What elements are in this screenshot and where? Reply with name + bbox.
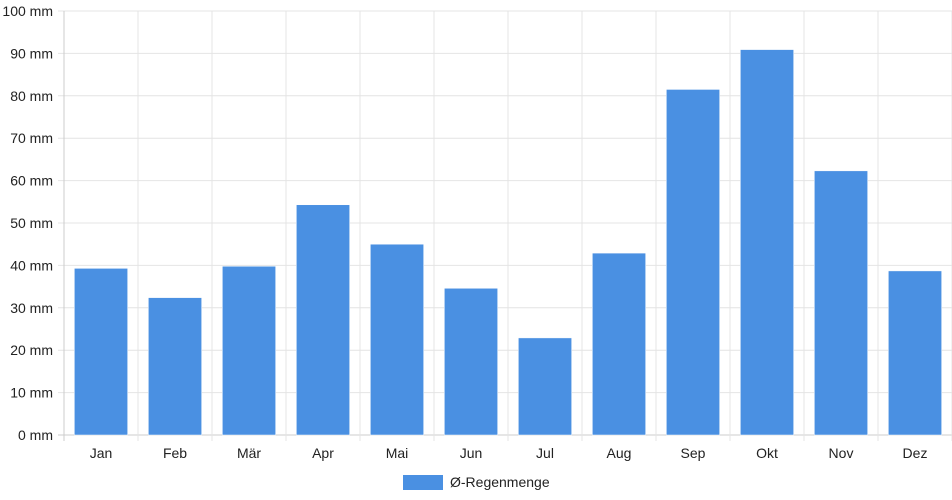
grid: [58, 10, 952, 441]
bars: [74, 49, 942, 436]
y-tick-label: 40 mm: [10, 257, 53, 273]
y-tick-label: 70 mm: [10, 130, 53, 146]
y-tick-label: 90 mm: [10, 45, 53, 61]
x-tick-label: Jun: [460, 445, 483, 461]
legend-swatch: [403, 475, 443, 490]
bar-Okt: [740, 49, 794, 436]
bar-Apr: [296, 204, 350, 436]
bar-Mär: [222, 265, 276, 436]
x-tick-label: Mai: [386, 445, 409, 461]
axes: 0 mm 10 mm 20 mm 30 mm 40 mm 50 mm 60 mm 70 mm 8…: [2, 3, 927, 461]
x-tick-label: Sep: [681, 445, 706, 461]
x-tick-label: Jul: [536, 445, 554, 461]
y-tick-label: 10 mm: [10, 385, 53, 401]
y-tick-label: 60 mm: [10, 173, 53, 189]
x-tick-label: Dez: [903, 445, 928, 461]
bar-Sep: [666, 89, 720, 436]
bar-Jul: [518, 337, 572, 436]
x-tick-label: Okt: [756, 445, 778, 461]
x-tick-label: Jan: [90, 445, 113, 461]
bar-Feb: [148, 297, 202, 436]
y-tick-label: 100 mm: [2, 3, 53, 19]
x-tick-label: Feb: [163, 445, 187, 461]
x-tick-label: Nov: [829, 445, 854, 461]
legend: Ø-Regenmenge: [403, 474, 550, 490]
bar-Dez: [888, 270, 942, 436]
bar-Jan: [74, 268, 128, 436]
y-tick-label: 0 mm: [18, 427, 53, 443]
bar-Aug: [592, 252, 646, 436]
bar-Nov: [814, 170, 868, 436]
legend-label: Ø-Regenmenge: [450, 474, 550, 490]
bar-Mai: [370, 243, 424, 436]
x-tick-label: Apr: [312, 445, 334, 461]
y-tick-label: 20 mm: [10, 342, 53, 358]
x-tick-label: Mär: [237, 445, 261, 461]
x-tick-label: Aug: [607, 445, 632, 461]
y-tick-label: 80 mm: [10, 88, 53, 104]
y-tick-label: 50 mm: [10, 215, 53, 231]
bar-Jun: [444, 288, 498, 436]
y-tick-label: 30 mm: [10, 300, 53, 316]
